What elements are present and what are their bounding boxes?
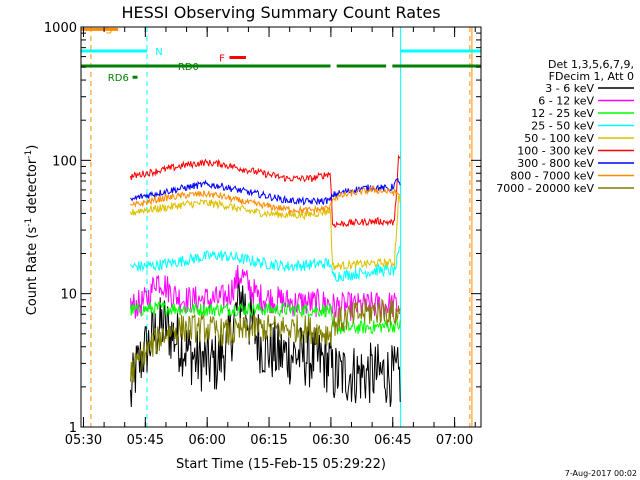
legend-label-5: 100 - 300 keV <box>517 145 594 158</box>
y-tick-label-3: 1000 <box>44 21 77 36</box>
series-line-5 <box>130 154 401 228</box>
legend-label-0: 3 - 6 keV <box>545 82 594 95</box>
chart-title: HESSI Observing Summary Count Rates <box>121 3 440 22</box>
y-tick-label-1: 10 <box>60 288 77 303</box>
legend-label-4: 50 - 100 keV <box>524 132 594 145</box>
y-axis-label: Count Rate (s-1 detector-1) <box>24 145 40 316</box>
x-tick-label-4: 06:30 <box>312 433 349 448</box>
series-line-3 <box>130 246 401 282</box>
legend-label-2: 12 - 25 keV <box>531 107 594 120</box>
legend-label-1: 6 - 12 keV <box>538 95 594 108</box>
state-label-rd0: RD0 <box>178 62 199 73</box>
series-line-2 <box>130 301 401 335</box>
x-axis-label: Start Time (15-Feb-15 05:29:22) <box>176 457 386 472</box>
series-line-8 <box>130 298 401 383</box>
x-tick-label-5: 06:45 <box>374 433 411 448</box>
x-tick-label-6: 07:00 <box>436 433 473 448</box>
x-tick-label-1: 05:45 <box>127 433 164 448</box>
legend-label-8: 7000 - 20000 keV <box>496 182 594 195</box>
axes: 05:30 05:45 06:00 06:15 06:30 06:45 07:00 1 10 10… <box>44 21 482 448</box>
timestamp-footer: 7-Aug-2017 00:02 <box>565 469 637 478</box>
series-line-1 <box>130 265 401 321</box>
state-label-n: N <box>155 47 162 58</box>
series-line-6 <box>130 177 401 206</box>
legend-header-line-2: FDecim 1, Att 0 <box>549 70 634 83</box>
series-line-4 <box>130 194 401 271</box>
plot-frame <box>80 26 482 428</box>
y-tick-label-2: 100 <box>52 154 77 169</box>
legend-label-7: 800 - 7000 keV <box>510 170 594 183</box>
y-tick-label-0: 1 <box>69 421 77 436</box>
series-line-0 <box>130 277 401 408</box>
state-label-f: F <box>219 54 225 65</box>
x-tick-label-3: 06:15 <box>250 433 287 448</box>
state-label-rd6: RD6 <box>108 73 129 84</box>
legend-header-line-1: Det 1,3,5,6,7,9, <box>548 58 634 71</box>
legend-label-3: 25 - 50 keV <box>531 120 594 133</box>
series-line-7 <box>130 185 401 215</box>
legend-label-6: 300 - 800 keV <box>517 157 594 170</box>
x-tick-label-0: 05:30 <box>65 433 102 448</box>
data-layer: S N RD0 RD6 F <box>81 25 481 427</box>
state-label-s: S <box>106 25 112 36</box>
x-tick-label-2: 06:00 <box>188 433 225 448</box>
